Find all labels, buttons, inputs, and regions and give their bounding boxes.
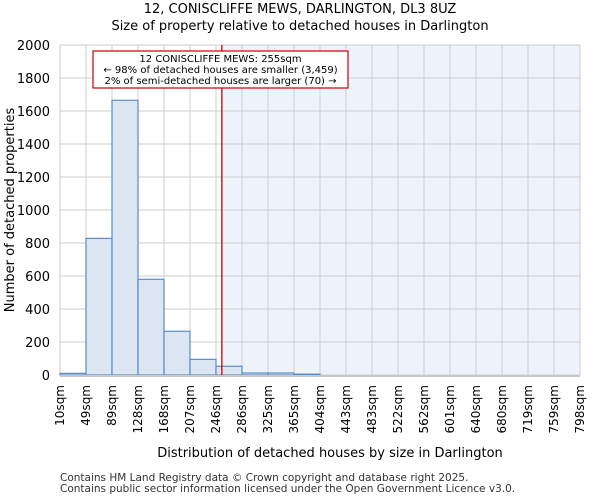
x-tick-label: 640sqm: [469, 385, 483, 433]
histogram-chart: 0 200 400 600 800 1000 1200 1400 1600 1800 2000 10s…: [3, 39, 587, 461]
x-tick-label: 719sqm: [521, 385, 535, 433]
y-axis-label: Number of detached properties: [3, 108, 18, 313]
x-axis-label: Distribution of detached houses by size …: [157, 446, 503, 461]
histogram-bar: [189, 358, 217, 376]
annotation-line-1: 12 CONISCLIFFE MEWS: 255sqm: [139, 54, 301, 65]
x-tick-label: 404sqm: [313, 385, 327, 433]
x-tick-label: 168sqm: [157, 385, 171, 433]
x-tick-label: 246sqm: [209, 385, 223, 433]
chart-subtitle: Size of property relative to detached ho…: [111, 19, 489, 34]
y-tick-label: 2000: [17, 39, 50, 54]
x-tick-label: 562sqm: [417, 385, 431, 433]
y-tick-label: 1800: [17, 72, 50, 87]
y-tick-label: 1400: [17, 138, 50, 153]
histogram-bar: [215, 365, 243, 376]
x-tick-label: 483sqm: [365, 385, 379, 433]
y-tick-label: 1200: [17, 171, 50, 186]
y-tick-label: 200: [25, 336, 50, 351]
x-tick-label: 128sqm: [131, 385, 145, 433]
footer-licence: Contains public sector information licen…: [60, 483, 516, 495]
x-tick-label: 759sqm: [547, 385, 561, 433]
y-tick-label: 600: [25, 270, 50, 285]
x-tick-label: 286sqm: [235, 385, 249, 433]
x-tick-label: 601sqm: [443, 385, 457, 433]
annotation-line-2: ← 98% of detached houses are smaller (3,…: [103, 65, 337, 76]
x-tick-label: 10sqm: [53, 385, 67, 426]
footer-copyright: Contains HM Land Registry data © Crown c…: [60, 472, 469, 484]
x-tick-label: 522sqm: [391, 385, 405, 433]
x-tick-label: 89sqm: [105, 385, 119, 426]
x-tick-label: 49sqm: [79, 385, 93, 426]
x-tick-label: 798sqm: [573, 385, 587, 433]
x-tick-label: 207sqm: [183, 385, 197, 433]
x-tick-label: 443sqm: [339, 385, 353, 433]
histogram-bar: [137, 278, 165, 376]
x-tick-label: 680sqm: [495, 385, 509, 433]
histogram-bar: [267, 372, 295, 376]
histogram-bar: [59, 372, 87, 376]
y-tick-label: 1000: [17, 204, 50, 219]
histogram-bar: [111, 99, 139, 376]
annotation-box: [92, 50, 349, 89]
y-tick-label: 800: [25, 237, 50, 252]
histogram-bar: [85, 237, 113, 376]
histogram-bar: [241, 372, 269, 376]
y-tick-label: 0: [42, 369, 50, 384]
y-tick-label: 1600: [17, 105, 50, 120]
x-tick-label: 325sqm: [261, 385, 275, 433]
y-tick-label: 400: [25, 303, 50, 318]
histogram-bar: [163, 330, 191, 376]
histogram-bar: [293, 373, 321, 376]
x-tick-label: 365sqm: [287, 385, 301, 433]
annotation-line-3: 2% of semi-detached houses are larger (7…: [104, 76, 336, 87]
chart-title: 12, CONISCLIFFE MEWS, DARLINGTON, DL3 8U…: [143, 2, 457, 17]
